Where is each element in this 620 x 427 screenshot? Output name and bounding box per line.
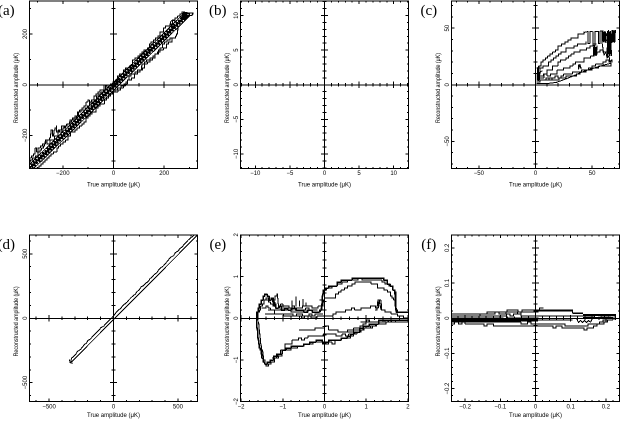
svg-text:0: 0 (534, 405, 538, 411)
svg-text:(f): (f) (421, 237, 436, 253)
svg-text:−0.1: −0.1 (445, 347, 451, 360)
svg-text:Reconstructed amplitude (μK): Reconstructed amplitude (μK) (13, 53, 20, 123)
svg-text:0: 0 (234, 82, 240, 86)
svg-text:(b): (b) (209, 3, 227, 19)
svg-text:50: 50 (589, 171, 596, 177)
svg-text:500: 500 (23, 248, 29, 259)
svg-text:(a): (a) (0, 3, 15, 19)
svg-text:Reconstructed amplitude (μK): Reconstructed amplitude (μK) (435, 286, 442, 356)
svg-text:0: 0 (534, 171, 538, 177)
svg-text:0: 0 (112, 405, 116, 411)
svg-text:−500: −500 (42, 405, 56, 411)
svg-text:−500: −500 (23, 375, 29, 389)
svg-text:0: 0 (445, 316, 451, 320)
svg-text:−200: −200 (56, 171, 70, 177)
svg-text:−1: −1 (279, 405, 287, 411)
svg-text:−1: −1 (234, 356, 240, 364)
svg-text:50: 50 (445, 24, 451, 31)
svg-text:0: 0 (112, 171, 116, 177)
svg-text:0.1: 0.1 (445, 278, 451, 287)
svg-text:True amplitude (μK): True amplitude (μK) (87, 412, 140, 419)
svg-text:10: 10 (390, 171, 397, 177)
svg-text:True amplitude (μK): True amplitude (μK) (298, 412, 351, 419)
svg-text:0.2: 0.2 (602, 405, 611, 411)
svg-text:0: 0 (323, 405, 327, 411)
svg-text:500: 500 (173, 405, 184, 411)
svg-text:−200: −200 (23, 128, 29, 142)
svg-text:0.2: 0.2 (445, 243, 451, 252)
svg-text:−10: −10 (234, 148, 240, 159)
svg-text:5: 5 (357, 171, 361, 177)
svg-text:Reconstructed amplitude (μK): Reconstructed amplitude (μK) (224, 286, 231, 356)
svg-text:0: 0 (234, 316, 240, 320)
svg-text:0: 0 (323, 171, 327, 177)
svg-text:−10: −10 (250, 171, 261, 177)
svg-text:Reconstructed amplitude (μK): Reconstructed amplitude (μK) (435, 53, 442, 123)
svg-text:True amplitude (μK): True amplitude (μK) (298, 182, 351, 189)
svg-text:−5: −5 (234, 115, 240, 123)
svg-text:0: 0 (445, 82, 451, 86)
svg-text:1: 1 (365, 405, 369, 411)
svg-text:200: 200 (159, 171, 170, 177)
svg-text:Reconstructed amplitude (μK): Reconstructed amplitude (μK) (224, 53, 231, 123)
svg-text:0: 0 (23, 316, 29, 320)
svg-text:−0.2: −0.2 (459, 405, 472, 411)
svg-text:−50: −50 (445, 136, 451, 147)
svg-text:1: 1 (234, 274, 240, 278)
svg-text:−2: −2 (234, 398, 240, 406)
svg-text:−0.2: −0.2 (445, 382, 451, 395)
svg-text:0.1: 0.1 (567, 405, 576, 411)
svg-text:(d): (d) (0, 237, 15, 253)
svg-text:True amplitude (μK): True amplitude (μK) (87, 182, 140, 189)
svg-text:Reconstructed amplitude (μK): Reconstructed amplitude (μK) (13, 286, 20, 356)
svg-text:5: 5 (234, 48, 240, 52)
svg-text:(e): (e) (209, 237, 226, 253)
svg-text:−2: −2 (238, 405, 246, 411)
svg-text:0: 0 (23, 82, 29, 86)
svg-text:−5: −5 (286, 171, 294, 177)
svg-text:2: 2 (234, 232, 240, 236)
svg-text:True amplitude (μK): True amplitude (μK) (509, 412, 562, 419)
svg-text:200: 200 (23, 28, 29, 39)
svg-text:(c): (c) (420, 3, 437, 19)
svg-text:10: 10 (234, 12, 240, 19)
svg-text:−50: −50 (474, 171, 485, 177)
svg-text:True amplitude (μK): True amplitude (μK) (509, 182, 562, 189)
svg-text:−0.1: −0.1 (494, 405, 507, 411)
svg-text:2: 2 (406, 405, 410, 411)
